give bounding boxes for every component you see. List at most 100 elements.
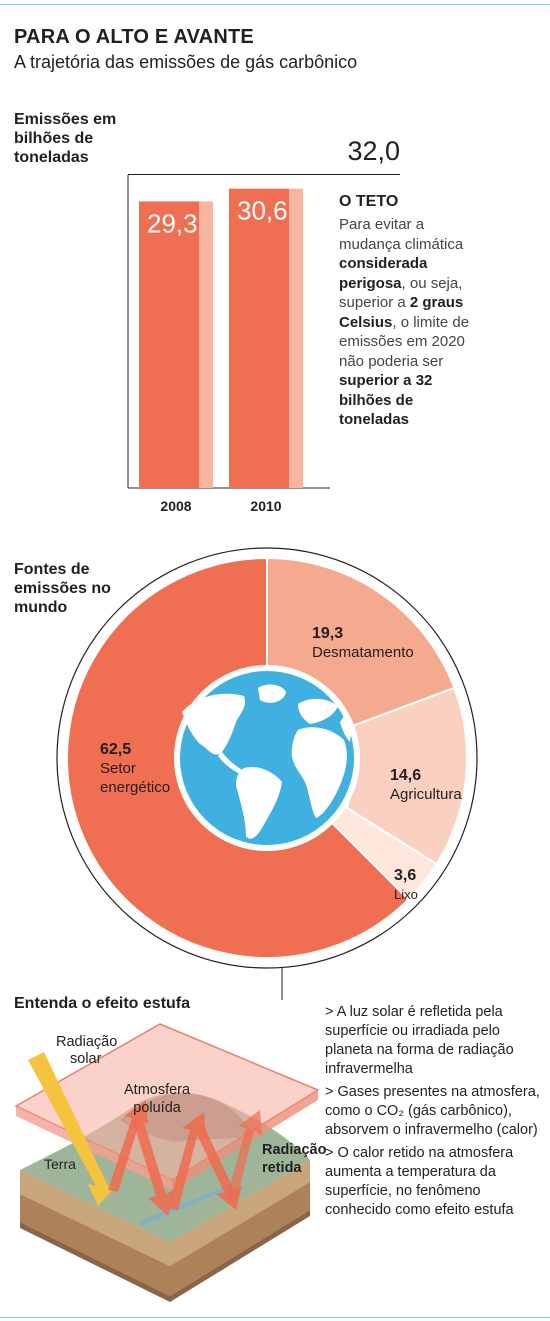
globe-land-madagascar: [344, 795, 350, 808]
globe-land-africa: [291, 727, 347, 818]
donut-outer-ring: [56, 547, 478, 969]
earth-river: [139, 1184, 231, 1226]
page-title: PARA O ALTO E AVANTE: [14, 26, 254, 48]
teto-text: não poderia ser: [339, 352, 444, 370]
atmosphere-label-line: poluída: [133, 1100, 181, 1116]
teto-text: mudança climática: [339, 235, 464, 253]
emissions-axis-label: Emissões em bilhões de toneladas: [14, 110, 116, 167]
teto-line: Celsius, o limite de: [339, 313, 509, 333]
top-rule: [0, 4, 550, 5]
greenhouse-illustration: [14, 1023, 320, 1302]
bar-chart: 29,3 2008 30,6 2010: [127, 175, 330, 514]
greenhouse-title: Entenda o efeito estufa: [14, 995, 191, 1012]
teto-line: superior a 32: [339, 371, 509, 391]
greenhouse-point: > Gases presentes na atmosfera, como o C…: [325, 1084, 540, 1138]
sources-label-line: emissões no: [14, 580, 111, 597]
atmosphere-label: Atmosfera poluída: [124, 1081, 190, 1117]
bar-2008: [139, 201, 199, 489]
teto-text: superior a: [339, 294, 410, 311]
slice-label: 62,5 Setor energético: [100, 740, 170, 797]
greenhouse-point: > O calor retido na atmosfera aumenta a …: [325, 1145, 514, 1218]
globe-land-asia: [340, 716, 351, 742]
sources-label-line: Fontes de: [14, 561, 90, 578]
slice-category: Lixo: [394, 887, 418, 902]
teto-text-bold: superior a 32: [339, 372, 433, 389]
globe-icon: [175, 666, 359, 850]
bottom-rule: [0, 1317, 550, 1318]
teto-line: toneladas: [339, 410, 509, 430]
slice-label: 3,6 Lixo: [394, 866, 418, 904]
slice-value: 14,6: [390, 767, 422, 784]
bar-value-label: 29,3: [147, 208, 198, 238]
teto-line: não poderia ser: [339, 352, 509, 372]
solar-radiation-label: Radiação solar: [56, 1034, 117, 1068]
globe-land-central-america: [218, 752, 242, 774]
solar-label-line: solar: [70, 1051, 102, 1067]
retained-radiation-arrow-up-2: [226, 1110, 262, 1202]
slice-value: 62,5: [100, 741, 132, 758]
teto-text-bold: bilhões de: [339, 391, 414, 409]
bar-category-label: 2010: [250, 498, 281, 514]
teto-text: emissões em 2020: [339, 333, 465, 350]
emissions-label-line: bilhões de: [14, 130, 94, 147]
solar-ray-arrow: [28, 1052, 116, 1206]
emissions-label-line: Emissões em: [14, 111, 117, 128]
cap-reference-line: [128, 174, 400, 175]
slice-label: 19,3 Desmatamento: [312, 624, 414, 662]
slice-label: 14,6 Agricultura: [390, 766, 462, 804]
teto-text: Para evitar a: [339, 216, 425, 233]
bar-shadow-2008: [199, 201, 213, 489]
page-subtitle: A trajetória das emissões de gás carbôni…: [14, 52, 358, 72]
retained-radiation-arrow-up: [168, 1112, 206, 1210]
earth-soil-side: [20, 1160, 310, 1266]
globe-land-north-america: [182, 693, 246, 755]
slice-value: 19,3: [312, 625, 344, 642]
globe-land-europe: [298, 698, 338, 724]
slice-category: energético: [100, 779, 171, 796]
teto-line: superior a 2 graus: [339, 293, 509, 313]
teto-text: , o limite de: [392, 313, 470, 331]
sources-label: Fontes de emissões no mundo: [14, 560, 111, 617]
bar-value-label: 30,6: [237, 196, 288, 226]
teto-text-bold: toneladas: [339, 411, 410, 428]
teto-line: considerada: [339, 254, 509, 274]
earth-rock-side: [20, 1182, 310, 1296]
teto-line: perigosa, ou seja,: [339, 274, 509, 294]
slice-value: 3,6: [394, 867, 417, 884]
globe-land-south-america: [236, 766, 282, 839]
teto-text-bold: perigosa: [339, 274, 402, 292]
teto-line: emissões em 2020: [339, 332, 509, 352]
bar-2010: [229, 188, 289, 488]
bar-category-label: 2008: [160, 498, 191, 514]
earth-label: Terra: [44, 1156, 76, 1172]
emissions-label-line: toneladas: [14, 149, 89, 166]
sources-label-line: mundo: [14, 599, 68, 616]
slice-category: Agricultura: [390, 786, 462, 803]
greenhouse-explanation: > A luz solar é refletida pela superfíci…: [325, 1003, 540, 1224]
solar-label-line: Radiação: [56, 1034, 118, 1050]
teto-line: mudança climática: [339, 235, 509, 255]
retained-label-line: Radiação: [262, 1142, 327, 1158]
cap-reference-label: 32,0: [347, 136, 400, 166]
teto-text-bold: Celsius: [339, 313, 393, 331]
slice-category: Desmatamento: [312, 644, 414, 661]
earth-base: [20, 1210, 310, 1302]
teto-line: bilhões de: [339, 391, 509, 411]
teto-text-bold: considerada: [339, 255, 428, 272]
retained-label-line: retida: [262, 1160, 302, 1176]
donut-chart: [56, 547, 478, 1000]
teto-text: , ou seja,: [401, 274, 463, 292]
retained-radiation-arrow-down: [132, 1116, 174, 1216]
atmosphere-edge-left: [16, 1106, 172, 1190]
teto-text-bold: 2 graus: [409, 294, 464, 311]
bar-shadow-2010: [289, 188, 303, 488]
globe-land-greenland: [258, 684, 286, 703]
teto-body: Para evitar a mudança climática consider…: [339, 215, 509, 430]
teto-title: O TETO: [339, 193, 399, 210]
donut-slices: [66, 556, 468, 959]
greenhouse-point: > A luz solar é refletida pela superfíci…: [325, 1004, 514, 1077]
teto-line: Para evitar a: [339, 215, 509, 235]
slice-category: Setor: [100, 760, 136, 777]
atmosphere-label-line: Atmosfera: [124, 1082, 191, 1098]
retained-radiation-label: Radiação retida: [262, 1141, 326, 1177]
